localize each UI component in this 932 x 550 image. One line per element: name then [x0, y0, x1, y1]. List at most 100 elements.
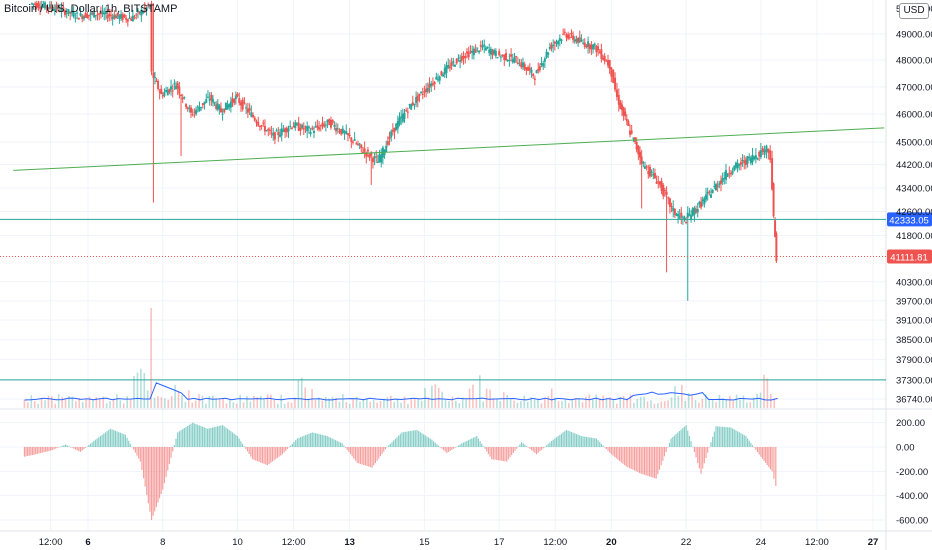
candle-body[interactable] — [168, 89, 171, 93]
candle-body[interactable] — [108, 13, 111, 17]
candle-body[interactable] — [248, 108, 251, 111]
candle-body[interactable] — [44, 2, 47, 9]
candle-body[interactable] — [767, 148, 770, 153]
candle-body[interactable] — [474, 49, 477, 53]
candle-body[interactable] — [426, 88, 429, 92]
candle-body[interactable] — [739, 161, 742, 165]
candle-body[interactable] — [45, 5, 48, 8]
candle-body[interactable] — [229, 101, 232, 108]
candle-body[interactable] — [321, 122, 324, 127]
candle-body[interactable] — [483, 44, 486, 47]
candle-body[interactable] — [40, 5, 43, 9]
candle-body[interactable] — [166, 90, 169, 96]
candle-body[interactable] — [751, 154, 754, 163]
candle-body[interactable] — [713, 185, 716, 188]
candle-body[interactable] — [690, 215, 693, 220]
candle-body[interactable] — [706, 192, 709, 194]
candle-body[interactable] — [638, 151, 641, 158]
candle-body[interactable] — [479, 44, 482, 47]
candle-body[interactable] — [126, 19, 129, 22]
candle-body[interactable] — [560, 39, 563, 42]
candle-body[interactable] — [53, 8, 56, 12]
candle-body[interactable] — [57, 6, 60, 9]
candle-body[interactable] — [467, 51, 470, 58]
candle-body[interactable] — [592, 44, 595, 50]
candle-body[interactable] — [79, 13, 82, 16]
candle-body[interactable] — [224, 102, 227, 110]
candle-body[interactable] — [216, 103, 219, 110]
candle-body[interactable] — [145, 7, 148, 12]
candle-body[interactable] — [612, 69, 615, 83]
candle-body[interactable] — [411, 102, 414, 106]
candle-body[interactable] — [215, 104, 218, 109]
candle-body[interactable] — [647, 171, 650, 175]
candle-body[interactable] — [686, 212, 689, 218]
candle-body[interactable] — [748, 156, 751, 158]
candle-body[interactable] — [196, 106, 199, 108]
candle-body[interactable] — [72, 12, 75, 17]
candle-body[interactable] — [340, 128, 343, 135]
candle-body[interactable] — [406, 111, 409, 113]
candle-body[interactable] — [630, 130, 633, 134]
candle-body[interactable] — [368, 154, 371, 158]
candle-body[interactable] — [348, 134, 351, 137]
candle-body[interactable] — [32, 3, 35, 5]
candle-body[interactable] — [585, 46, 588, 48]
candle-body[interactable] — [501, 54, 504, 56]
candle-body[interactable] — [645, 166, 648, 168]
candle-body[interactable] — [691, 208, 694, 216]
candle-body[interactable] — [634, 137, 637, 142]
candle-body[interactable] — [513, 57, 516, 63]
candle-body[interactable] — [398, 117, 401, 125]
candle-body[interactable] — [82, 16, 85, 19]
candle-body[interactable] — [343, 131, 346, 133]
candle-body[interactable] — [63, 10, 66, 15]
candle-body[interactable] — [245, 107, 248, 109]
candle-body[interactable] — [448, 66, 451, 69]
candle-body[interactable] — [84, 13, 87, 18]
candle-body[interactable] — [405, 110, 408, 112]
candle-body[interactable] — [583, 42, 586, 47]
candle-body[interactable] — [294, 122, 297, 128]
candle-body[interactable] — [307, 126, 310, 129]
candle-body[interactable] — [736, 163, 739, 169]
candle-body[interactable] — [662, 185, 665, 196]
candle-body[interactable] — [323, 124, 326, 127]
candle-body[interactable] — [708, 191, 711, 193]
candle-body[interactable] — [683, 218, 686, 220]
candle-body[interactable] — [746, 156, 749, 164]
candle-body[interactable] — [221, 113, 224, 115]
candle-body[interactable] — [499, 56, 502, 58]
candle-body[interactable] — [140, 9, 143, 16]
candle-body[interactable] — [726, 173, 729, 177]
candle-body[interactable] — [724, 170, 727, 180]
candle-body[interactable] — [457, 57, 460, 59]
candle-body[interactable] — [319, 125, 322, 127]
candle-body[interactable] — [471, 50, 474, 53]
candle-body[interactable] — [460, 56, 463, 61]
candle-body[interactable] — [157, 80, 160, 89]
candle-body[interactable] — [700, 201, 703, 208]
candle-body[interactable] — [52, 9, 55, 11]
candle-body[interactable] — [39, 7, 42, 9]
candle-body[interactable] — [523, 64, 526, 69]
candle-body[interactable] — [652, 173, 655, 176]
candle-body[interactable] — [476, 47, 479, 49]
candle-body[interactable] — [366, 149, 369, 152]
candle-body[interactable] — [547, 52, 550, 55]
candle-body[interactable] — [116, 12, 119, 17]
candle-body[interactable] — [478, 50, 481, 53]
candle-body[interactable] — [200, 106, 203, 108]
candle-body[interactable] — [396, 121, 399, 129]
candle-body[interactable] — [106, 15, 109, 19]
candle-body[interactable] — [143, 7, 146, 9]
candle-body[interactable] — [246, 108, 249, 113]
candle-body[interactable] — [421, 93, 424, 95]
candle-body[interactable] — [433, 82, 436, 85]
candle-body[interactable] — [703, 198, 706, 205]
candle-body[interactable] — [738, 164, 741, 166]
candle-body[interactable] — [257, 121, 260, 126]
candle-body[interactable] — [673, 208, 676, 215]
candle-body[interactable] — [125, 17, 128, 20]
candle-body[interactable] — [133, 17, 136, 19]
